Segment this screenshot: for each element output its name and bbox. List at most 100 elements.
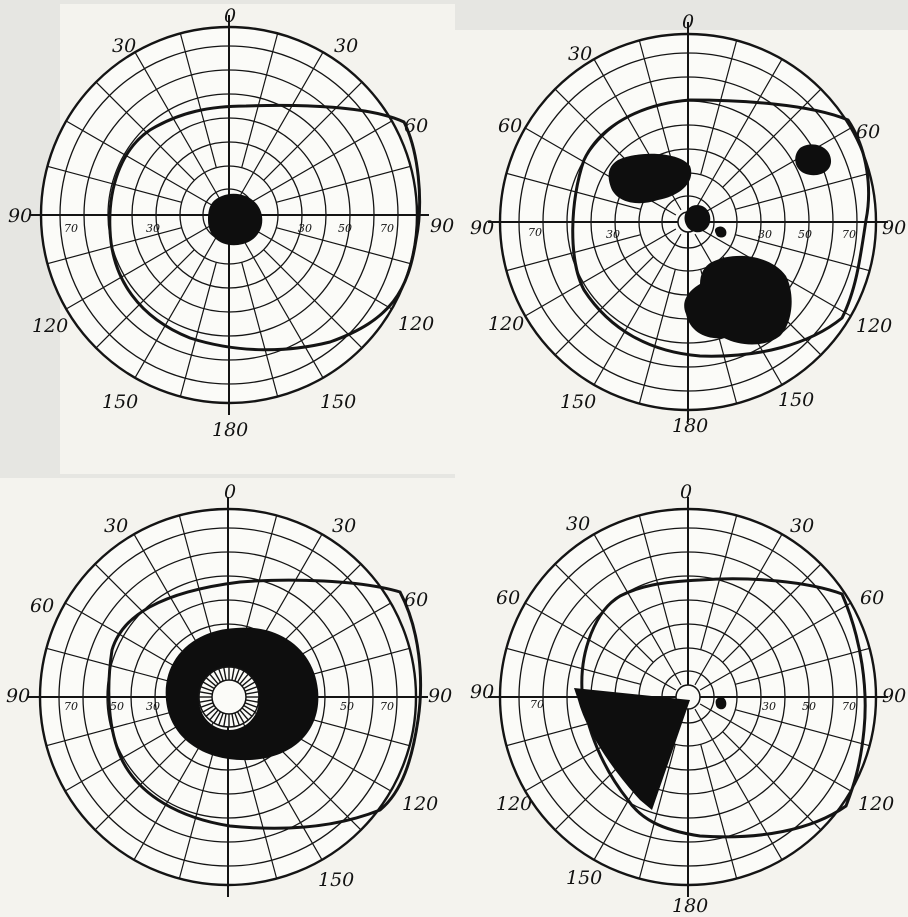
sector-scotoma bbox=[574, 688, 690, 810]
angle-label: 120 bbox=[32, 315, 68, 337]
grid-spoke bbox=[735, 234, 870, 272]
hatch-tick bbox=[231, 713, 235, 727]
angle-label: 90 bbox=[882, 685, 906, 707]
angle-label: 30 bbox=[104, 515, 128, 537]
field-boundary-line bbox=[108, 103, 422, 352]
grid-spoke bbox=[524, 228, 677, 317]
grid-spoke bbox=[735, 172, 870, 210]
grid-spoke bbox=[506, 647, 641, 685]
radius-label: 70 bbox=[842, 700, 856, 713]
grid-spoke bbox=[134, 226, 223, 379]
angle-label: 60 bbox=[856, 121, 880, 143]
grid-spoke bbox=[722, 88, 822, 188]
grid-spoke bbox=[95, 249, 195, 349]
radius-labels: 70 50 30 50 70 bbox=[64, 700, 394, 713]
angle-label: 180 bbox=[672, 895, 708, 917]
hatch-tick bbox=[245, 691, 259, 695]
angle-label: 120 bbox=[402, 793, 438, 815]
hatch-tick bbox=[200, 702, 214, 708]
hatch-tick bbox=[209, 673, 219, 685]
grid-spoke bbox=[46, 647, 181, 685]
hatch-tick bbox=[243, 704, 256, 713]
hatch-tick bbox=[202, 704, 215, 713]
hatch-tick bbox=[231, 667, 235, 681]
hatch-tick bbox=[199, 691, 213, 695]
field-boundary-line bbox=[571, 98, 871, 358]
angle-label: 0 bbox=[224, 481, 236, 503]
hatch-tick bbox=[234, 712, 240, 726]
radius-label: 50 bbox=[110, 700, 124, 713]
angle-label: 120 bbox=[496, 793, 532, 815]
grid-spoke bbox=[554, 256, 654, 356]
scotoma-upper-left bbox=[608, 153, 692, 204]
hatch-tick bbox=[245, 699, 259, 703]
grid-spoke bbox=[94, 731, 194, 831]
radius-label: 50 bbox=[338, 222, 352, 235]
radius-label: 50 bbox=[802, 700, 816, 713]
visual-field-chart-bottom-right: 0 30 30 60 60 90 90 120 120 150 180 70 3… bbox=[470, 481, 906, 917]
radius-label: 70 bbox=[842, 228, 856, 241]
hatch-tick bbox=[205, 707, 217, 717]
grid-spoke bbox=[593, 533, 682, 686]
angle-label: 150 bbox=[318, 869, 354, 891]
ring-inner-hatching bbox=[198, 666, 260, 728]
hatch-tick bbox=[236, 711, 245, 724]
angle-label: 60 bbox=[860, 587, 884, 609]
radius-label: 30 bbox=[146, 700, 160, 713]
angle-labels: 0 30 30 60 90 90 120 120 150 150 180 bbox=[8, 5, 454, 441]
radius-label: 30 bbox=[758, 228, 772, 241]
grid-spoke bbox=[179, 262, 217, 397]
angle-label: 30 bbox=[790, 515, 814, 537]
angle-labels: 0 30 30 60 60 90 90 120 120 150 180 bbox=[470, 481, 906, 917]
angle-labels: 0 30 30 60 60 90 90 120 150 bbox=[6, 481, 452, 891]
grid-spoke bbox=[235, 51, 324, 204]
grid-spoke bbox=[638, 515, 676, 650]
hatch-tick bbox=[241, 677, 253, 687]
hatch-tick bbox=[223, 713, 227, 727]
ring-scotoma bbox=[165, 627, 319, 761]
hatch-tick bbox=[236, 670, 245, 683]
grid-spoke bbox=[593, 233, 682, 386]
grid-spoke bbox=[699, 127, 852, 216]
radius-label: 70 bbox=[530, 698, 544, 711]
hatch-tick bbox=[199, 699, 213, 703]
grid-spoke bbox=[735, 709, 870, 747]
angle-label: 90 bbox=[882, 217, 906, 239]
hatch-tick bbox=[202, 681, 215, 690]
hatch-tick bbox=[218, 712, 224, 726]
grid-spoke bbox=[638, 744, 676, 879]
radius-labels: 70 30 30 50 70 bbox=[64, 222, 394, 235]
grid-spoke bbox=[722, 563, 822, 663]
angle-label: 120 bbox=[856, 315, 892, 337]
hatch-tick bbox=[205, 677, 217, 687]
grid-spoke bbox=[694, 58, 783, 211]
scotoma-small-dot bbox=[714, 226, 727, 238]
grid-spoke bbox=[134, 51, 223, 204]
grid-spoke bbox=[178, 744, 216, 879]
angle-label: 60 bbox=[498, 115, 522, 137]
angle-label: 180 bbox=[212, 419, 248, 441]
angle-label: 120 bbox=[488, 313, 524, 335]
grid-spoke bbox=[178, 515, 216, 650]
angle-label: 150 bbox=[560, 391, 596, 413]
radius-label: 30 bbox=[762, 700, 776, 713]
hatch-tick bbox=[244, 686, 258, 692]
grid-spoke bbox=[638, 40, 676, 175]
grid-spoke bbox=[700, 744, 738, 879]
grid-spoke bbox=[694, 533, 783, 686]
grid-spoke bbox=[46, 709, 181, 747]
grid-spoke bbox=[638, 269, 676, 404]
hatch-tick bbox=[243, 681, 256, 690]
grid-spoke bbox=[179, 33, 217, 168]
angle-label: 30 bbox=[332, 515, 356, 537]
angle-label: 150 bbox=[102, 391, 138, 413]
angle-label: 90 bbox=[6, 685, 30, 707]
angle-labels: 0 30 60 60 90 90 120 120 150 150 180 bbox=[470, 11, 906, 437]
grid-spoke bbox=[240, 120, 393, 209]
grid-spoke bbox=[276, 227, 411, 265]
grid-spoke bbox=[700, 515, 738, 650]
grid-spoke bbox=[94, 563, 194, 663]
angle-label: 90 bbox=[428, 685, 452, 707]
angle-label: 150 bbox=[320, 391, 356, 413]
grid-spoke bbox=[554, 563, 654, 663]
